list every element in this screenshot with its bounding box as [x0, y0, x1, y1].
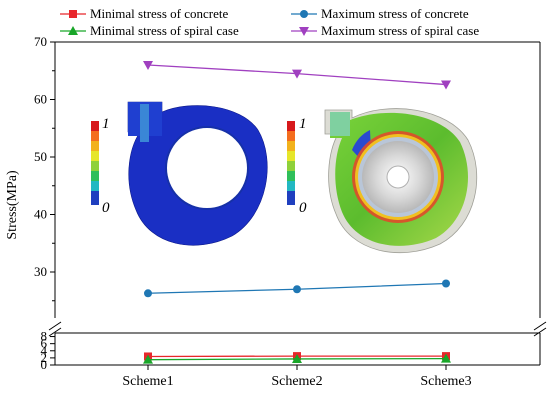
x-tick-label: Scheme2 [271, 374, 322, 389]
y-tick-label: 60 [34, 92, 47, 107]
legend-item: Minimal stress of spiral case [60, 23, 239, 38]
legend-item: Maximum stress of concrete [291, 6, 469, 21]
data-point [143, 61, 153, 70]
colorbar-left-max: 1 [102, 116, 110, 132]
data-point [441, 353, 451, 363]
legend-item: Maximum stress of spiral case [291, 23, 479, 38]
y-tick-label: 40 [34, 207, 47, 222]
legend-marker [68, 26, 78, 35]
x-tick-label: Scheme1 [122, 374, 173, 389]
legend: Minimal stress of concrete Maximum stress… [60, 6, 479, 38]
y-tick-label: 30 [34, 264, 47, 279]
y-tick-label: 6 [41, 336, 48, 351]
axis-break-right [533, 321, 547, 337]
legend-marker [69, 10, 77, 18]
colorbar-left-min: 0 [102, 200, 110, 216]
data-point [292, 353, 302, 363]
legend-marker [299, 27, 309, 36]
legend-label: Minimal stress of spiral case [90, 23, 239, 38]
colorbar-right-max: 1 [299, 116, 307, 132]
data-point [442, 279, 450, 288]
y-tick-label: 0 [41, 357, 48, 372]
colorbar-right-min: 0 [299, 200, 307, 216]
y-tick-label: 70 [34, 34, 47, 49]
legend-label: Maximum stress of spiral case [321, 23, 479, 38]
legend-item: Minimal stress of concrete [60, 6, 228, 21]
legend-label: Minimal stress of concrete [90, 6, 228, 21]
y-tick-label: 8 [41, 329, 48, 344]
y-tick-label: 2 [41, 350, 48, 365]
colorbar-right [287, 121, 295, 205]
y-ticks-upper: 30 40 50 60 70 [34, 34, 55, 302]
inset-concrete-contour: 1 0 [91, 101, 268, 246]
axis-break-left [48, 321, 62, 337]
data-point [143, 354, 153, 364]
y-tick-label: 4 [41, 343, 48, 358]
data-point [441, 80, 451, 90]
series-layer [143, 61, 451, 364]
colorbar-left [91, 121, 99, 205]
y-tick-label: 50 [34, 149, 47, 164]
x-tick-label: Scheme3 [420, 374, 471, 389]
legend-label: Maximum stress of concrete [321, 6, 469, 21]
data-point [293, 285, 301, 294]
data-point [144, 289, 152, 298]
legend-marker [300, 10, 308, 18]
x-ticks: Scheme1 Scheme2 Scheme3 [122, 365, 472, 389]
inset-spiral-case-contour: 1 0 [287, 108, 478, 254]
data-point [292, 69, 302, 79]
y-axis-label: Stress(MPa) [5, 170, 20, 240]
